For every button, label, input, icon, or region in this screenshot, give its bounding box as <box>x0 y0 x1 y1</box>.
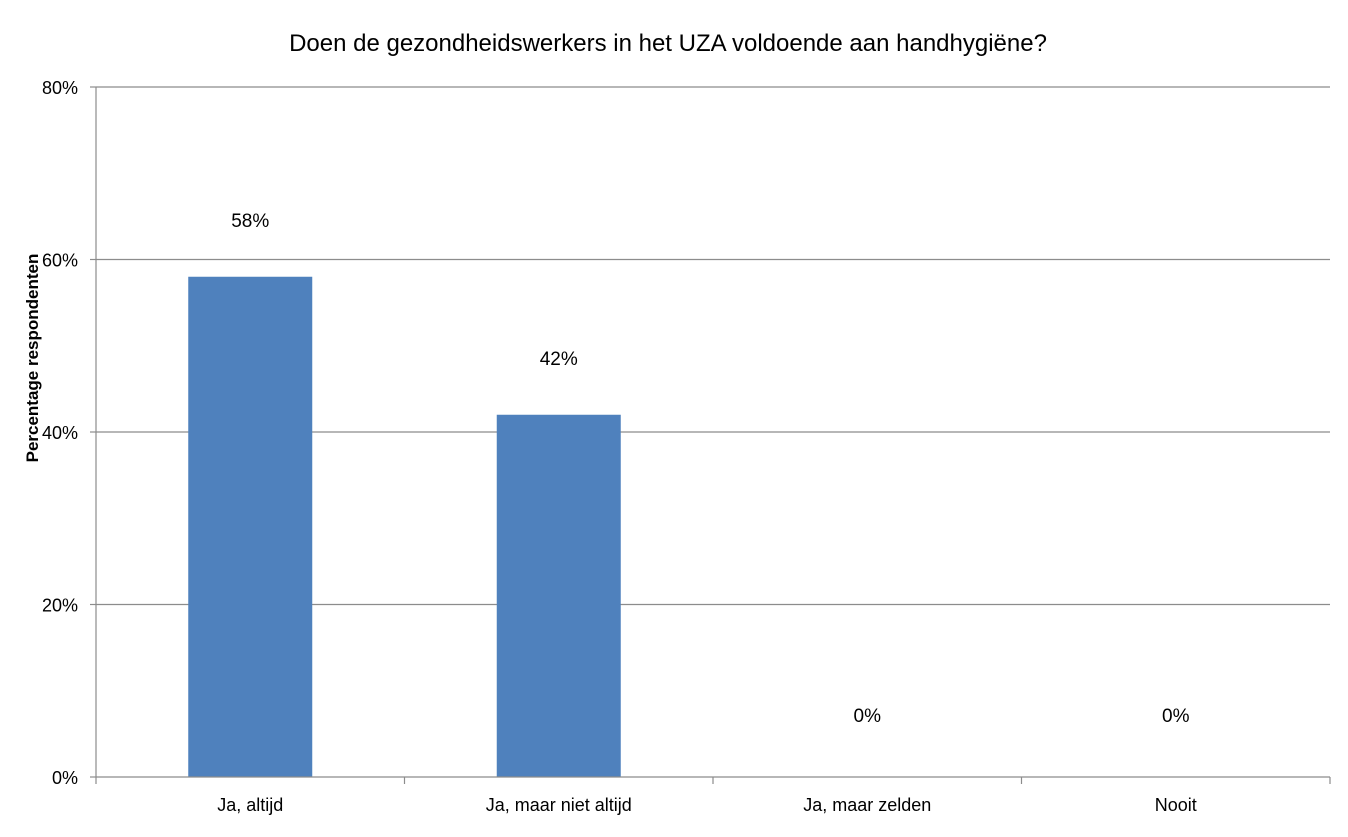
chart-title: Doen de gezondheidswerkers in het UZA vo… <box>289 30 1047 57</box>
bar <box>496 414 621 777</box>
y-axis-title: Percentage respondenten <box>23 254 42 463</box>
x-category-label: Ja, maar zelden <box>803 795 931 815</box>
data-label: 0% <box>1162 706 1190 727</box>
bars <box>188 276 621 777</box>
axes <box>90 86 1331 784</box>
data-label: 58% <box>231 211 269 232</box>
x-category-label: Ja, altijd <box>217 795 283 815</box>
y-tick-label: 60% <box>42 251 78 271</box>
labels: 0% 20% 40% 60% 80% 58% Ja, altijd 42% Ja, maar n… <box>42 78 1197 815</box>
x-category-label: Nooit <box>1155 795 1197 815</box>
y-tick-label: 80% <box>42 78 78 98</box>
data-label: 42% <box>540 349 578 370</box>
y-tick-label: 40% <box>42 423 78 443</box>
x-category-label: Ja, maar niet altijd <box>486 795 632 815</box>
data-label: 0% <box>854 706 882 727</box>
y-tick-label: 20% <box>42 596 78 616</box>
y-tick-label: 0% <box>52 768 78 788</box>
bar <box>188 276 313 777</box>
